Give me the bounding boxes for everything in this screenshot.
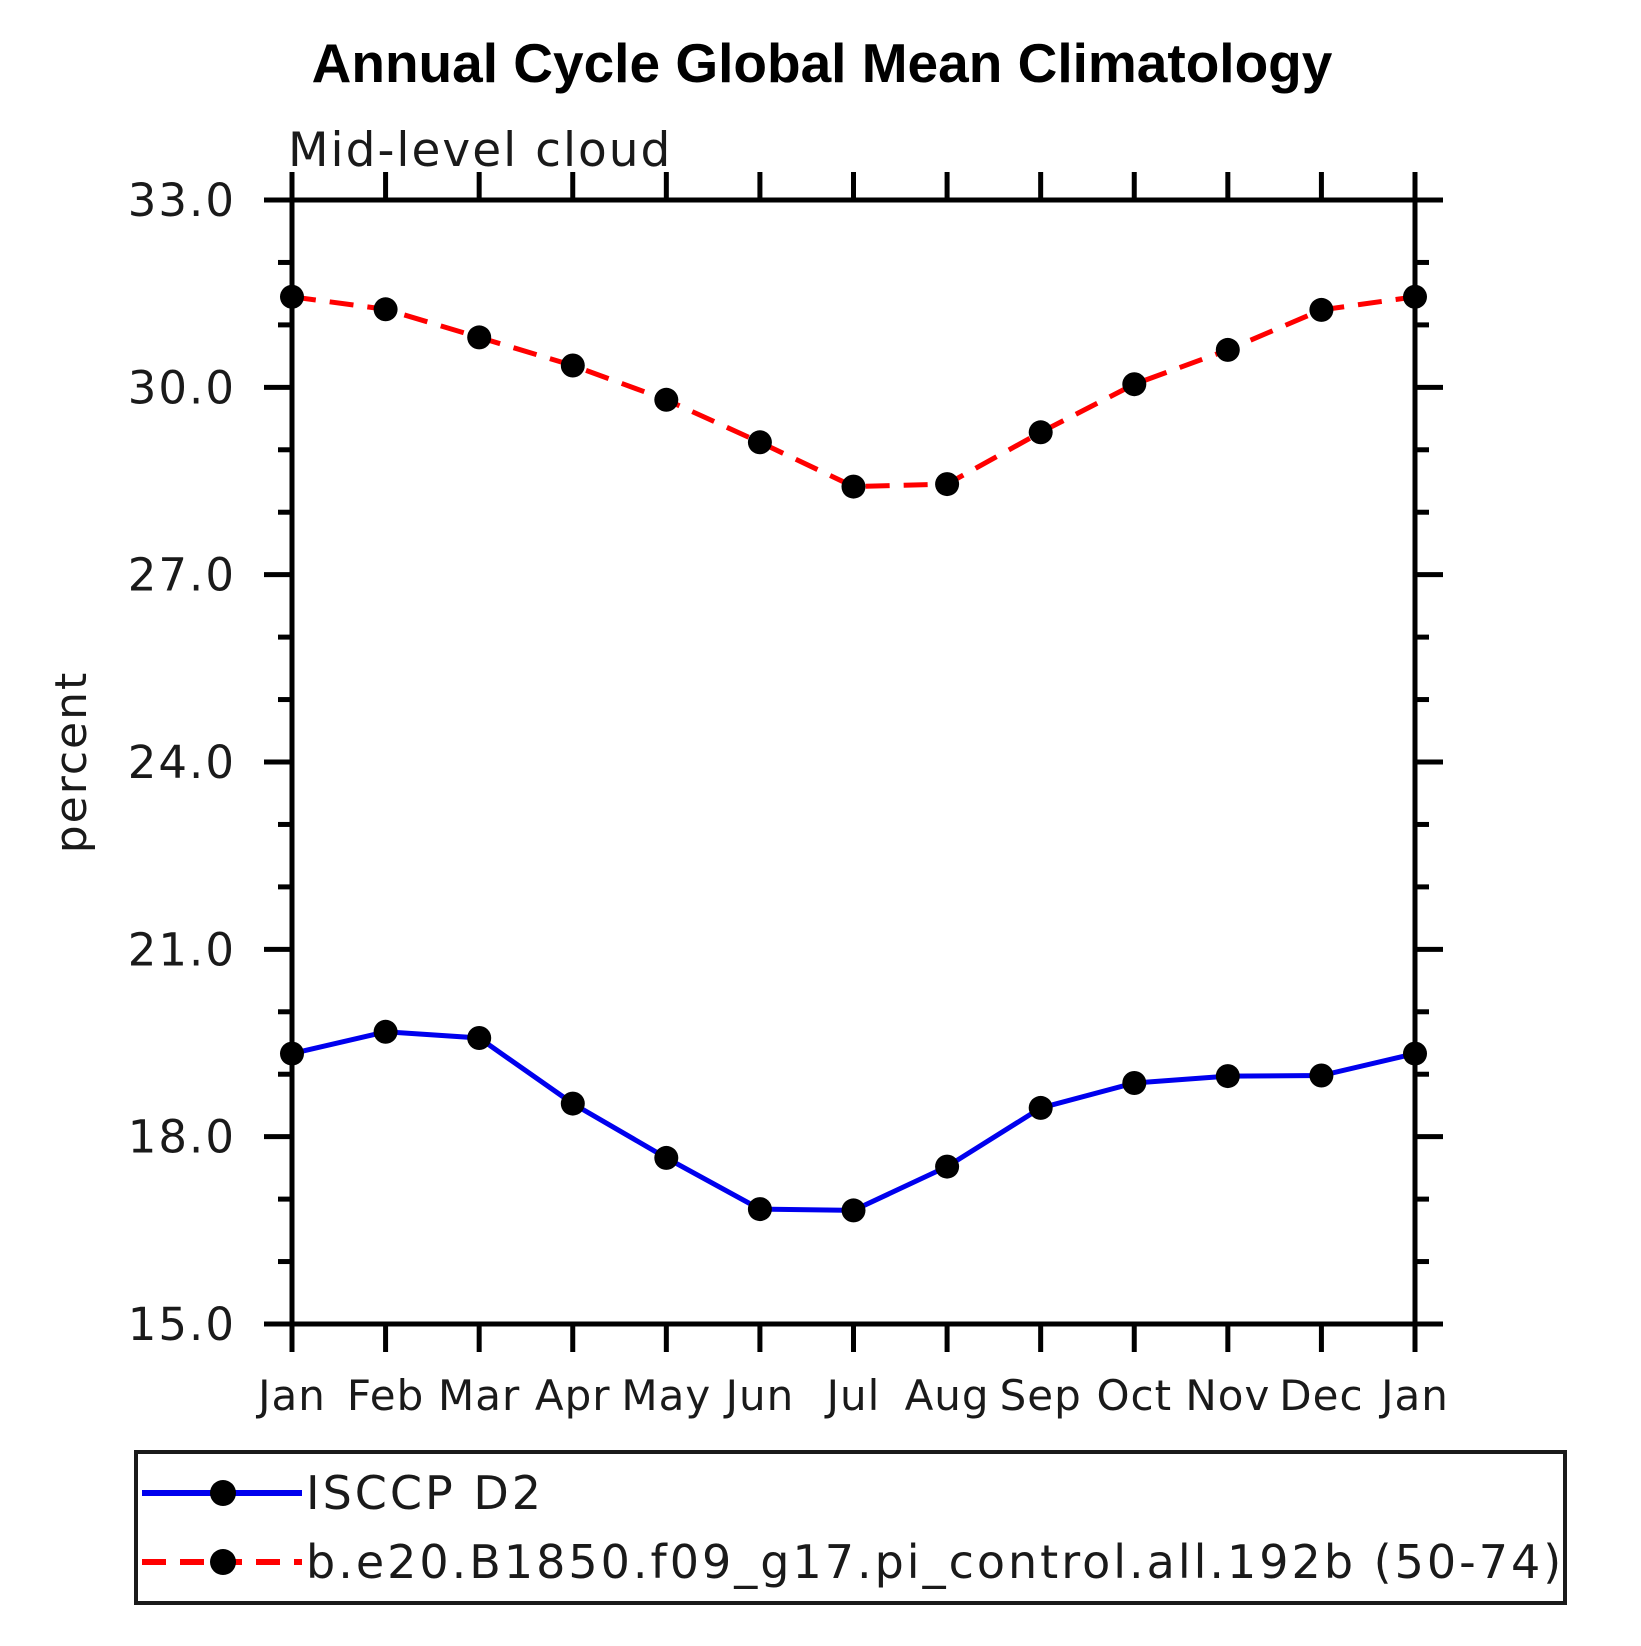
data-point-marker: [467, 325, 492, 350]
chart-subtitle: Mid-level cloud: [288, 123, 672, 178]
x-tick-label: Oct: [1096, 1371, 1172, 1420]
x-tick-label: Sep: [1000, 1371, 1082, 1420]
x-tick-label: Jun: [723, 1371, 795, 1420]
data-point-marker: [1122, 372, 1147, 397]
legend-box: [134, 1450, 1567, 1605]
data-point-marker: [841, 1198, 866, 1223]
chart-title: Annual Cycle Global Mean Climatology: [312, 32, 1333, 94]
x-tick-label: Mar: [438, 1371, 520, 1420]
data-point-marker: [747, 1197, 772, 1222]
data-point-marker: [1403, 284, 1427, 309]
y-tick-label: 27.0: [128, 549, 236, 602]
x-tick-label: Nov: [1185, 1371, 1270, 1420]
legend-marker-dot: [210, 1549, 236, 1575]
data-point-marker: [1309, 1063, 1334, 1088]
legend-label: b.e20.B1850.f09_g17.pi_control.all.192b …: [306, 1535, 1564, 1589]
data-point-marker: [280, 284, 304, 309]
x-tick-label: Dec: [1279, 1371, 1363, 1420]
y-tick-label: 30.0: [128, 361, 236, 414]
x-tick-label: Jul: [824, 1371, 881, 1420]
x-tick-label: Apr: [535, 1371, 611, 1420]
data-point-marker: [1309, 297, 1334, 322]
y-tick-label: 21.0: [128, 923, 236, 976]
data-point-marker: [1122, 1071, 1147, 1095]
data-point-marker: [935, 1154, 960, 1179]
legend-item: b.e20.B1850.f09_g17.pi_control.all.192b …: [142, 1535, 1564, 1589]
data-point-marker: [654, 387, 679, 412]
y-tick-label: 18.0: [128, 1111, 236, 1164]
data-point-marker: [373, 1019, 398, 1044]
data-point-marker: [373, 297, 398, 322]
y-tick-label: 24.0: [128, 736, 236, 789]
plot-area: Jan Feb Mar Apr May Jun Jul Aug Sep Oct Nov Dec Jan 1…: [128, 172, 1449, 1420]
series-isccp-d2: [280, 1019, 1427, 1223]
data-point-marker: [654, 1145, 679, 1170]
y-axis-label: percent: [46, 671, 97, 854]
series-line: [291, 294, 1416, 490]
series-b-e20-b1850-f09-g17-pi-control-all-192b-50-74: [280, 284, 1427, 499]
data-point-marker: [467, 1026, 492, 1050]
legend-marker-dot: [210, 1480, 236, 1506]
data-point-marker: [1028, 1095, 1053, 1120]
x-tick-label: May: [621, 1371, 711, 1420]
data-point-marker: [841, 474, 866, 499]
y-tick-label: 33.0: [128, 174, 236, 227]
y-tick-label: 15.0: [128, 1298, 236, 1351]
data-point-marker: [560, 1091, 585, 1116]
data-point-marker: [1403, 1041, 1427, 1066]
data-point-marker: [935, 472, 960, 497]
x-tick-label: Aug: [905, 1371, 990, 1420]
data-point-marker: [1215, 1064, 1240, 1089]
x-tick-label: Jan: [255, 1371, 326, 1420]
data-point-marker: [1028, 420, 1053, 445]
series-line: [291, 1029, 1416, 1213]
legend: ISCCP D2 b.e20.B1850.f09_g17.pi_control.…: [134, 1450, 1567, 1605]
x-tick-label: Jan: [1378, 1371, 1449, 1420]
legend-label: ISCCP D2: [306, 1466, 544, 1520]
legend-item: ISCCP D2: [142, 1466, 544, 1520]
data-point-marker: [280, 1041, 304, 1066]
data-point-marker: [560, 353, 585, 378]
data-point-marker: [747, 430, 772, 455]
data-point-marker: [1215, 337, 1240, 362]
x-tick-label: Feb: [347, 1371, 424, 1420]
